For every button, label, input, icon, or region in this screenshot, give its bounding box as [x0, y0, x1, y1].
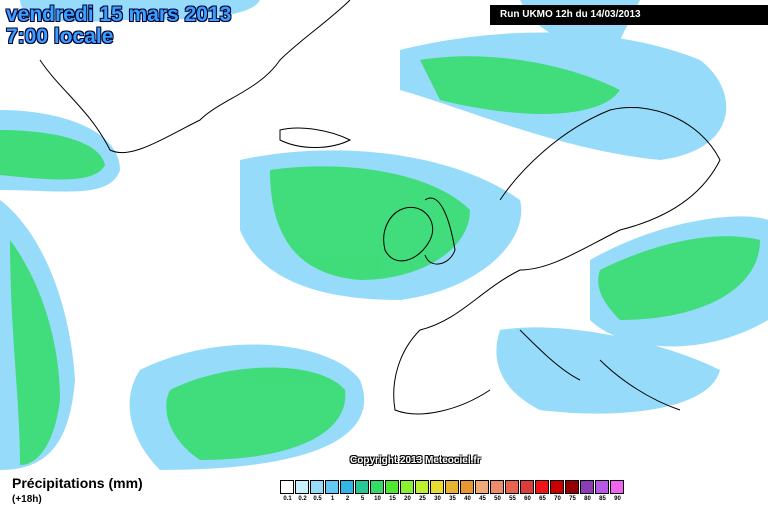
legend-item: 0.1 — [280, 480, 295, 504]
legend-swatch — [430, 480, 444, 494]
legend-item: 15 — [385, 480, 400, 504]
map — [0, 0, 768, 470]
legend-item: 50 — [490, 480, 505, 504]
legend-label: 70 — [554, 496, 561, 502]
legend-label: 20 — [404, 496, 411, 502]
legend-label: 10 — [374, 496, 381, 502]
legend-label: 75 — [569, 496, 576, 502]
legend-item: 25 — [415, 480, 430, 504]
legend-item: 10 — [370, 480, 385, 504]
legend-label: 15 — [389, 496, 396, 502]
legend-item: 0.5 — [310, 480, 325, 504]
legend-label: 65 — [539, 496, 546, 502]
lead-time: (+18h) — [12, 494, 42, 505]
legend-swatch — [340, 480, 354, 494]
legend-item: 65 — [535, 480, 550, 504]
legend-swatch — [535, 480, 549, 494]
legend-swatch — [325, 480, 339, 494]
legend-item: 2 — [340, 480, 355, 504]
legend-label: 5 — [360, 496, 365, 502]
legend-item: 85 — [595, 480, 610, 504]
legend-item: 80 — [580, 480, 595, 504]
legend-label: 85 — [599, 496, 606, 502]
legend-swatch — [460, 480, 474, 494]
footer: Précipitations (mm) (+18h) 0.1 0.2 0.5 1 2 5 1… — [0, 470, 768, 512]
legend-swatch — [610, 480, 624, 494]
legend-label: 0.2 — [298, 496, 307, 502]
map-date: vendredi 15 mars 2013 — [6, 3, 232, 26]
legend-label: 50 — [494, 496, 501, 502]
legend-swatch — [280, 480, 294, 494]
legend-item: 1 — [325, 480, 340, 504]
legend-swatch — [295, 480, 309, 494]
legend-swatch — [310, 480, 324, 494]
legend-label: 55 — [509, 496, 516, 502]
copyright: Copyright 2013 Meteociel.fr — [350, 455, 481, 466]
legend-item: 20 — [400, 480, 415, 504]
precip-moderate — [0, 56, 760, 465]
legend-label: 1 — [330, 496, 335, 502]
coastlines — [39, 0, 721, 415]
legend-item: 70 — [550, 480, 565, 504]
legend-item: 0.2 — [295, 480, 310, 504]
legend-swatch — [505, 480, 519, 494]
legend-item: 40 — [460, 480, 475, 504]
local-time: 7:00 locale — [6, 25, 114, 48]
legend-swatch — [550, 480, 564, 494]
legend-swatch — [580, 480, 594, 494]
legend-label: 35 — [449, 496, 456, 502]
legend-label: 90 — [614, 496, 621, 502]
legend-label: 45 — [479, 496, 486, 502]
model-run: Run UKMO 12h du 14/03/2013 — [490, 5, 768, 25]
legend-label: 40 — [464, 496, 471, 502]
legend-swatch — [565, 480, 579, 494]
legend-item: 90 — [610, 480, 625, 504]
legend-item: 75 — [565, 480, 580, 504]
legend-swatch — [355, 480, 369, 494]
legend-swatch — [595, 480, 609, 494]
legend-item: 5 — [355, 480, 370, 504]
legend-swatch — [520, 480, 534, 494]
legend-swatch — [445, 480, 459, 494]
legend-swatch — [400, 480, 414, 494]
legend-swatch — [370, 480, 384, 494]
legend-label: 25 — [419, 496, 426, 502]
legend-item: 30 — [430, 480, 445, 504]
legend-item: 60 — [520, 480, 535, 504]
legend-label: 30 — [434, 496, 441, 502]
legend-label: 0.1 — [283, 496, 292, 502]
legend-item: 35 — [445, 480, 460, 504]
legend-swatch — [415, 480, 429, 494]
legend-item: 55 — [505, 480, 520, 504]
legend-swatch — [475, 480, 489, 494]
legend-item: 45 — [475, 480, 490, 504]
legend-label: 80 — [584, 496, 591, 502]
legend-swatch — [490, 480, 504, 494]
legend-label: 0.5 — [313, 496, 322, 502]
legend-title: Précipitations (mm) — [12, 475, 143, 491]
legend-label: 60 — [524, 496, 531, 502]
color-legend: 0.1 0.2 0.5 1 2 5 10 15 20 25 30 35 40 45 50 55 60 65 70 75… — [280, 480, 625, 504]
legend-label: 2 — [345, 496, 350, 502]
legend-swatch — [385, 480, 399, 494]
